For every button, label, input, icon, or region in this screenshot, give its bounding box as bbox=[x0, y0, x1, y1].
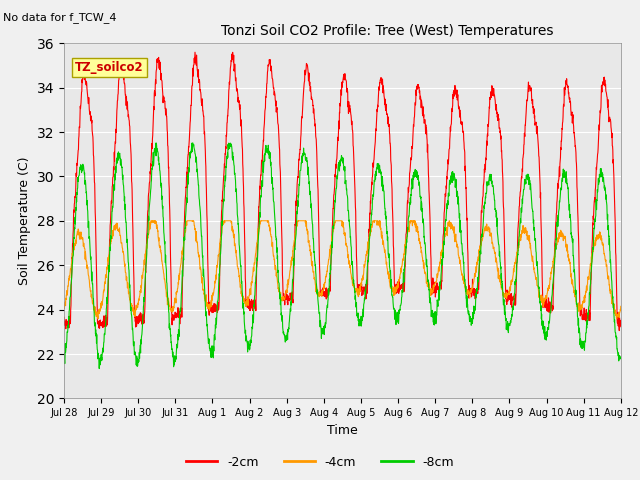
-8cm bbox=[359, 314, 367, 320]
-4cm bbox=[504, 290, 512, 296]
-4cm bbox=[613, 316, 621, 322]
-2cm bbox=[617, 324, 625, 330]
Title: Tonzi Soil CO2 Profile: Tree (West) Temperatures: Tonzi Soil CO2 Profile: Tree (West) Temp… bbox=[221, 24, 553, 38]
-2cm bbox=[60, 314, 68, 320]
-8cm bbox=[568, 237, 576, 242]
-4cm bbox=[60, 303, 68, 309]
Line: -8cm: -8cm bbox=[64, 143, 621, 369]
-2cm bbox=[359, 288, 367, 294]
Text: No data for f_TCW_4: No data for f_TCW_4 bbox=[3, 12, 116, 23]
-2cm bbox=[191, 49, 199, 55]
-8cm bbox=[216, 262, 223, 268]
-8cm bbox=[617, 356, 625, 361]
-4cm bbox=[371, 218, 379, 224]
-2cm bbox=[584, 312, 591, 317]
-2cm bbox=[568, 110, 575, 116]
-4cm bbox=[359, 274, 367, 279]
X-axis label: Time: Time bbox=[327, 424, 358, 437]
-4cm bbox=[617, 303, 625, 309]
-2cm bbox=[616, 328, 623, 334]
-8cm bbox=[505, 324, 513, 330]
Line: -4cm: -4cm bbox=[64, 221, 621, 319]
-8cm bbox=[60, 357, 68, 362]
-4cm bbox=[568, 276, 575, 282]
-2cm bbox=[216, 284, 223, 289]
Line: -2cm: -2cm bbox=[64, 52, 621, 331]
-8cm bbox=[152, 140, 159, 146]
-8cm bbox=[584, 318, 591, 324]
-2cm bbox=[371, 144, 379, 150]
-8cm bbox=[371, 175, 379, 181]
Y-axis label: Soil Temperature (C): Soil Temperature (C) bbox=[18, 156, 31, 285]
-2cm bbox=[504, 296, 512, 302]
-4cm bbox=[216, 245, 223, 251]
Text: TZ_soilco2: TZ_soilco2 bbox=[75, 61, 144, 74]
-4cm bbox=[147, 218, 155, 224]
-8cm bbox=[95, 366, 103, 372]
-4cm bbox=[584, 282, 591, 288]
Legend: -2cm, -4cm, -8cm: -2cm, -4cm, -8cm bbox=[181, 451, 459, 474]
